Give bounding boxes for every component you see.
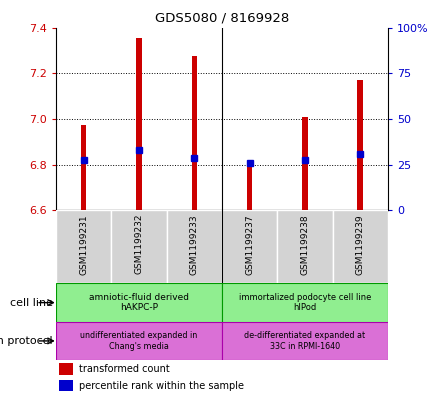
Bar bbox=[332, 210, 387, 283]
Text: immortalized podocyte cell line
hIPod: immortalized podocyte cell line hIPod bbox=[238, 293, 370, 312]
Bar bbox=[356, 80, 362, 210]
Bar bbox=[221, 210, 276, 283]
Bar bbox=[246, 163, 252, 210]
Text: GSM1199233: GSM1199233 bbox=[189, 214, 198, 275]
Bar bbox=[59, 363, 72, 375]
Bar bbox=[301, 117, 307, 210]
Bar bbox=[56, 210, 111, 283]
Bar bbox=[191, 56, 197, 210]
Title: GDS5080 / 8169928: GDS5080 / 8169928 bbox=[154, 12, 289, 25]
Text: undifferentiated expanded in
Chang's media: undifferentiated expanded in Chang's med… bbox=[80, 331, 197, 351]
Text: GSM1199231: GSM1199231 bbox=[79, 214, 88, 275]
Bar bbox=[59, 380, 72, 391]
Bar bbox=[221, 322, 387, 360]
Bar bbox=[111, 210, 166, 283]
Text: GSM1199232: GSM1199232 bbox=[134, 214, 143, 274]
Text: transformed count: transformed count bbox=[79, 364, 169, 374]
Bar bbox=[221, 283, 387, 322]
Bar bbox=[276, 210, 332, 283]
Bar bbox=[166, 210, 221, 283]
Text: de-differentiated expanded at
33C in RPMI-1640: de-differentiated expanded at 33C in RPM… bbox=[244, 331, 365, 351]
Text: GSM1199238: GSM1199238 bbox=[300, 214, 309, 275]
Bar bbox=[136, 38, 141, 210]
Text: cell line: cell line bbox=[10, 298, 52, 308]
Text: percentile rank within the sample: percentile rank within the sample bbox=[79, 381, 244, 391]
Bar bbox=[81, 125, 86, 210]
Text: GSM1199239: GSM1199239 bbox=[355, 214, 364, 275]
Bar bbox=[56, 322, 221, 360]
Text: amniotic-fluid derived
hAKPC-P: amniotic-fluid derived hAKPC-P bbox=[89, 293, 189, 312]
Text: GSM1199237: GSM1199237 bbox=[245, 214, 254, 275]
Bar bbox=[56, 283, 221, 322]
Text: growth protocol: growth protocol bbox=[0, 336, 52, 346]
